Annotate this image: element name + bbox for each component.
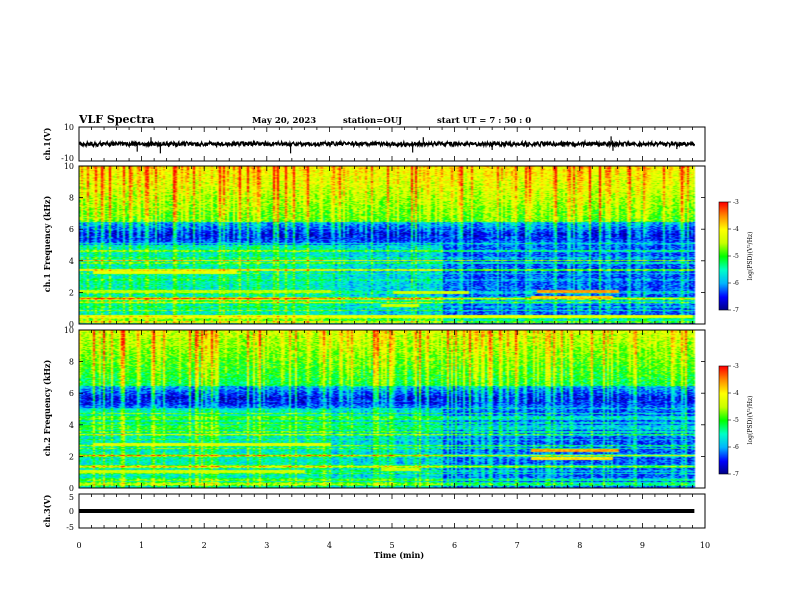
x-tick-label: 8 bbox=[577, 541, 582, 550]
colorbar-gradient bbox=[719, 202, 728, 310]
header-start-time: start UT = 7 : 50 : 0 bbox=[437, 116, 531, 126]
header-date: May 20, 2023 bbox=[252, 116, 316, 126]
ch3-waveform-panel: 5 0 -5 ch.3(V) bbox=[42, 493, 706, 532]
colorbar-tick-label: -3 bbox=[733, 199, 739, 206]
ch2-spectrogram-y-tick-label: 4 bbox=[69, 421, 74, 430]
ch1-waveform-panel: 10 -10 ch.1(V) bbox=[42, 123, 706, 163]
colorbar-label: log(PSD)(V²/Hz) bbox=[747, 232, 754, 281]
x-tick-label: 5 bbox=[389, 541, 394, 550]
ch1-spectrogram-y-tick-labels: 0 2 4 6 8 10 bbox=[64, 162, 705, 329]
x-tick-label: 1 bbox=[139, 541, 144, 550]
ch1-waveform-ylabel: ch.1(V) bbox=[42, 127, 52, 160]
ch2-spectrogram-y-tick-label: 0 bbox=[69, 484, 74, 493]
ch3-ytick-bottom: -5 bbox=[66, 523, 74, 532]
ch2-spectrogram-y-tick-label: 8 bbox=[69, 358, 74, 367]
colorbar-tick-label: -3 bbox=[733, 363, 739, 370]
ch1-spectrogram-y-tick-label: 0 bbox=[69, 320, 74, 329]
header-station: station=OUJ bbox=[343, 116, 402, 126]
x-tick-label: 10 bbox=[700, 541, 710, 550]
x-tick-label: 7 bbox=[515, 541, 520, 550]
colorbar-label: log(PSD)(V²/Hz) bbox=[747, 396, 754, 445]
colorbar-tick-label: -7 bbox=[733, 471, 739, 478]
panel-2-x-ticks bbox=[78, 166, 706, 324]
ch3-waveform-ylabel: ch.3(V) bbox=[42, 494, 52, 527]
ch1-spectrogram-y-tick-label: 8 bbox=[69, 194, 74, 203]
ch2-spectrogram-y-tick-labels: 0 2 4 6 8 10 bbox=[64, 326, 705, 493]
ch1-waveform-trace bbox=[78, 136, 696, 154]
ch2-spectrogram-y-tick-label: 6 bbox=[69, 389, 74, 398]
ch3-ytick-mid: 0 bbox=[69, 507, 74, 516]
x-tick-label: 2 bbox=[202, 541, 207, 550]
x-tick-label: 9 bbox=[640, 541, 645, 550]
colorbar-tick-label: -5 bbox=[733, 253, 739, 260]
panel-1-x-ticks bbox=[78, 127, 706, 161]
ch1-ytick-bottom: -10 bbox=[61, 154, 74, 163]
ch1-colorbar: -3 -4 -5 -6 -7 log(PSD)(V²/Hz) bbox=[718, 199, 754, 314]
ch2-spectrogram-y-tick-label: 10 bbox=[64, 326, 74, 335]
ch1-waveform-line bbox=[78, 138, 696, 149]
ch1-spectrogram-y-tick-label: 2 bbox=[69, 288, 74, 297]
ch2-spectrogram-image bbox=[79, 330, 705, 488]
ch1-spectrogram-y-tick-label: 6 bbox=[69, 225, 74, 234]
colorbar-tick-label: -6 bbox=[733, 444, 739, 451]
ch2-colorbar: -3 -4 -5 -6 -7 log(PSD)(V²/Hz) bbox=[718, 363, 754, 478]
ch1-spectrogram-image bbox=[79, 166, 705, 324]
ch1-spectrogram-ylabel: ch.1 Frequency (kHz) bbox=[42, 196, 52, 293]
colorbar-tick-label: -6 bbox=[733, 280, 739, 287]
figure-title: VLF Spectra bbox=[78, 113, 154, 126]
panel-4-x-ticks bbox=[78, 494, 706, 528]
ch1-spectrogram-y-tick-label: 10 bbox=[64, 162, 74, 171]
ch2-spectrogram-ylabel: ch.2 Frequency (kHz) bbox=[42, 360, 52, 457]
x-tick-label: 3 bbox=[264, 541, 269, 550]
x-tick-label: 6 bbox=[452, 541, 457, 550]
ch2-spectrogram-y-tick-label: 2 bbox=[69, 452, 74, 461]
x-axis-tick-labels: 0 1 2 3 4 5 6 7 8 9 10 bbox=[76, 541, 710, 550]
ch2-spectrogram-panel: 0 2 4 6 8 10 ch.2 Frequency (kHz) bbox=[42, 326, 706, 493]
colorbar-gradient bbox=[719, 366, 728, 474]
panel-3-x-ticks bbox=[78, 330, 706, 488]
x-tick-label: 0 bbox=[76, 541, 81, 550]
ch1-spectrogram-panel: 0 2 4 6 8 10 ch.1 Frequency (kHz) bbox=[42, 162, 706, 329]
x-axis-label: Time (min) bbox=[374, 550, 424, 560]
colorbar-tick-label: -5 bbox=[733, 417, 739, 424]
colorbar-tick-label: -4 bbox=[733, 226, 739, 233]
colorbar-tick-label: -4 bbox=[733, 390, 739, 397]
x-tick-label: 4 bbox=[327, 541, 332, 550]
ch1-spectrogram-y-tick-label: 4 bbox=[69, 257, 74, 266]
ch1-ytick-top: 10 bbox=[64, 123, 74, 132]
ch3-ytick-top: 5 bbox=[69, 493, 74, 502]
colorbar-tick-label: -7 bbox=[733, 307, 739, 314]
